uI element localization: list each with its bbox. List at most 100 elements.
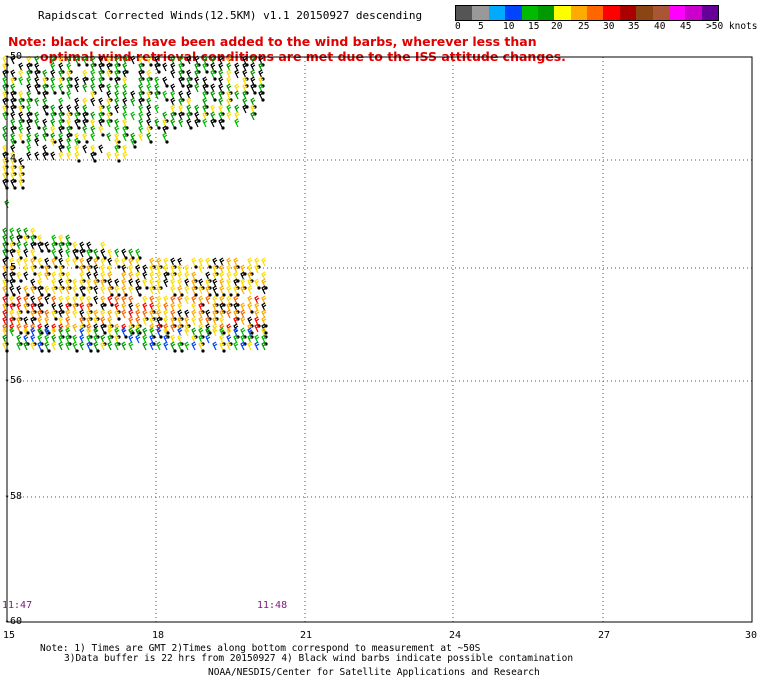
wind-barb: [90, 111, 96, 121]
wind-barb: [114, 285, 121, 297]
wind-barb: [34, 151, 40, 161]
wind-barb: [218, 90, 224, 100]
wind-barb: [242, 90, 248, 100]
wind-barb: [10, 111, 16, 121]
wind-barb: [122, 104, 128, 114]
wind-barb: [258, 62, 264, 72]
wind-barb: [86, 248, 93, 260]
wind-barb: [234, 62, 240, 72]
wind-barb: [106, 83, 112, 93]
wind-barb: [170, 285, 177, 297]
wind-barb: [23, 341, 29, 351]
wind-barb: [114, 76, 120, 86]
wind-barb: [156, 341, 162, 351]
wind-barb: [106, 118, 112, 128]
wind-barb: [93, 248, 100, 260]
wind-barb: [205, 323, 212, 335]
wind-barb: [186, 97, 192, 107]
wind-barb: [93, 295, 99, 305]
wind-barb: [66, 111, 72, 121]
wind-barb: [58, 241, 64, 251]
wind-barb: [18, 76, 24, 86]
wind-barb: [242, 62, 248, 72]
wind-barb: [128, 248, 135, 260]
wind-barb: [146, 125, 152, 135]
wind-barb: [37, 257, 44, 269]
wind-barb: [37, 285, 44, 297]
wind-barb: [79, 248, 85, 258]
wind-barb: [142, 327, 148, 337]
wind-barb: [16, 316, 22, 326]
wind-barb: [93, 278, 99, 288]
wind-barb: [114, 90, 120, 100]
wind-barb: [66, 137, 72, 147]
wind-barb: [51, 341, 57, 351]
wind-barb: [2, 227, 8, 237]
wind-barb: [234, 111, 240, 121]
wind-barb: [154, 118, 161, 130]
wind-barb: [86, 323, 92, 333]
wind-barb: [66, 151, 72, 161]
wind-barb: [114, 309, 121, 321]
wind-barb: [177, 295, 183, 305]
wind-speed-color-legend: [455, 5, 719, 21]
longitude-tick-label: 15: [3, 630, 16, 641]
wind-barb: [219, 323, 226, 335]
wind-barb: [93, 285, 99, 295]
wind-barb: [72, 341, 79, 353]
wind-barb: [79, 327, 85, 337]
wind-barb: [107, 264, 113, 274]
wind-barb: [58, 151, 64, 161]
wind-barb: [9, 302, 15, 312]
wind-barb: [74, 144, 80, 154]
wind-barb: [51, 241, 57, 251]
wind-barb: [93, 323, 99, 333]
wind-barb: [170, 62, 176, 72]
wind-barb: [58, 144, 64, 154]
wind-barb: [16, 257, 22, 267]
map-title: Rapidscat Corrected Winds(12.5KM) v1.1 2…: [38, 9, 423, 22]
wind-barb: [258, 90, 265, 102]
latitude-tick-label: -5: [4, 262, 17, 273]
wind-barb: [202, 111, 208, 121]
wind-barb: [154, 76, 160, 86]
wind-barb: [44, 341, 51, 353]
wind-barb: [135, 248, 142, 260]
wind-barb: [138, 76, 144, 86]
wind-barb: [18, 104, 24, 114]
wind-barb: [72, 285, 79, 297]
wind-barb: [218, 69, 224, 79]
wind-barb: [18, 62, 24, 72]
wind-barb: [82, 76, 88, 86]
wind-barb: [212, 309, 219, 321]
wind-barb: [186, 111, 192, 121]
wind-barb: [16, 341, 22, 351]
wind-barb: [170, 111, 176, 121]
wind-barb: [156, 271, 162, 281]
wind-barb: [177, 285, 184, 297]
wind-barb: [226, 302, 232, 312]
wind-barb: [74, 118, 81, 130]
wind-barb: [128, 327, 134, 337]
wind-barb: [122, 83, 128, 93]
wind-barb: [90, 132, 96, 142]
wind-barb: [86, 295, 93, 307]
legend-color-swatch: [701, 6, 718, 20]
wind-barb: [65, 241, 71, 251]
wind-barb: [135, 327, 141, 337]
legend-label: >50 knots: [706, 21, 758, 32]
wind-barb: [261, 323, 268, 335]
wind-barb: [65, 323, 71, 333]
wind-barb: [58, 83, 65, 95]
wind-barb: [72, 323, 78, 333]
wind-barb: [234, 69, 240, 79]
wind-barb: [51, 323, 57, 333]
wind-barb: [226, 271, 232, 281]
wind-barb: [184, 271, 190, 281]
wind-barb: [198, 309, 204, 319]
wind-barb: [121, 302, 127, 312]
wind-barb: [16, 271, 23, 283]
wind-barb: [51, 327, 57, 337]
wind-barb: [212, 316, 218, 326]
wind-barb: [37, 241, 44, 253]
